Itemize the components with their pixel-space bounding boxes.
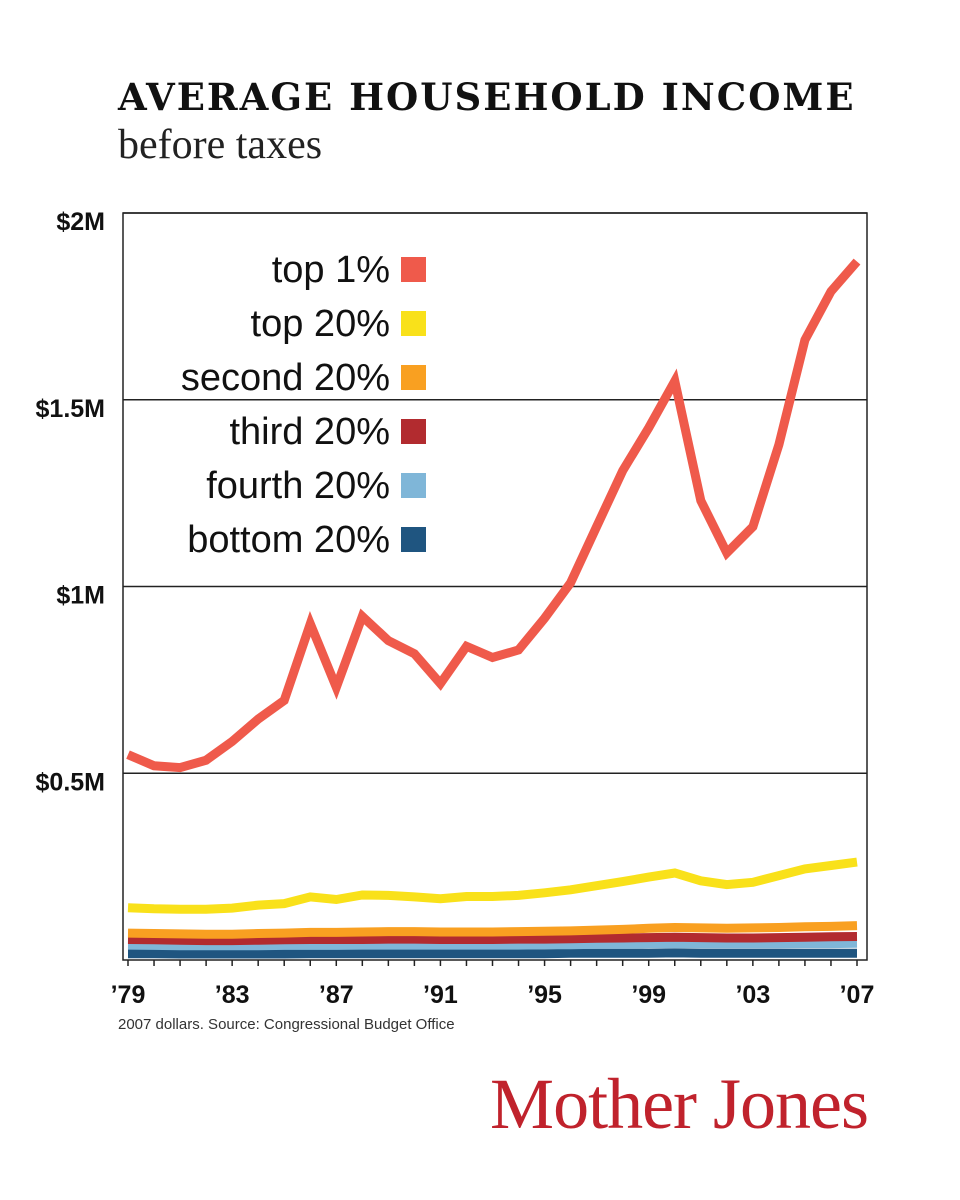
series-line-2 <box>127 921 858 939</box>
y-tick-label: $2M <box>56 208 105 236</box>
chart-subtitle: before taxes <box>118 122 322 168</box>
source-note: 2007 dollars. Source: Congressional Budg… <box>118 1016 455 1033</box>
legend-label: fourth 20% <box>206 465 390 507</box>
series-line-0 <box>126 258 861 773</box>
y-axis: $2M $1.5M $1M $0.5M <box>36 208 105 796</box>
x-tick-label: ’87 <box>319 981 354 1009</box>
legend: top 1% top 20% second 20% third 20% fourth 2… <box>181 249 426 561</box>
series-lines <box>126 258 861 959</box>
legend-label: bottom 20% <box>187 519 390 561</box>
x-tick-label: ’07 <box>840 981 875 1009</box>
x-tick-label: ’03 <box>735 981 770 1009</box>
legend-label: third 20% <box>229 411 390 453</box>
y-tick-label: $1.5M <box>36 395 105 423</box>
series-line-3 <box>127 932 858 946</box>
legend-label: top 20% <box>251 303 390 345</box>
series-line-4 <box>127 938 858 951</box>
chart-title: AVERAGE HOUSEHOLD INCOME <box>117 75 856 119</box>
brand-logo: Mother Jones <box>490 1064 868 1144</box>
series-line-5 <box>128 948 857 959</box>
x-tick-label: ’79 <box>111 981 146 1009</box>
x-tick-label: ’99 <box>631 981 666 1009</box>
legend-label: top 1% <box>272 249 390 291</box>
x-tick-label: ’83 <box>215 981 250 1009</box>
legend-swatch <box>401 257 426 282</box>
legend-swatch <box>401 419 426 444</box>
y-tick-label: $0.5M <box>36 768 105 796</box>
legend-swatch <box>401 473 426 498</box>
legend-label: second 20% <box>181 357 390 399</box>
x-tick-label: ’91 <box>423 981 458 1009</box>
plot-frame <box>122 212 868 961</box>
legend-swatch <box>401 365 426 390</box>
legend-swatch <box>401 311 426 336</box>
legend-swatch <box>401 527 426 552</box>
x-axis: ’79 ’83 ’87 ’91 ’95 ’99 ’03 ’07 <box>111 960 875 1009</box>
y-tick-label: $1M <box>56 582 105 610</box>
x-tick-label: ’95 <box>527 981 562 1009</box>
series-line-1 <box>127 857 858 914</box>
